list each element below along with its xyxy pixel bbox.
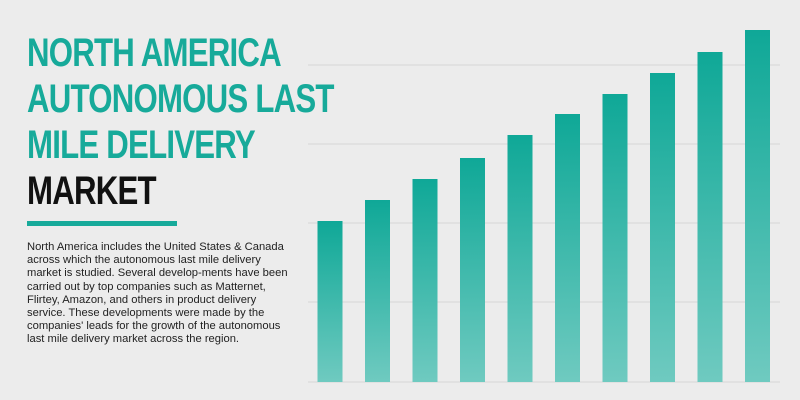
- title-line-2: AUTONOMOUS LAST: [27, 77, 334, 121]
- title-line-3: MILE DELIVERY: [27, 123, 256, 167]
- bar-10: [745, 30, 770, 382]
- bar-4: [460, 158, 485, 382]
- title-line-market: MARKET: [27, 169, 157, 213]
- bar-2: [365, 200, 390, 382]
- title-line-1: NORTH AMERICA: [27, 31, 282, 75]
- bar-3: [412, 179, 438, 382]
- bar-1: [317, 221, 343, 382]
- bar-7: [602, 94, 628, 382]
- bar-5: [507, 135, 533, 382]
- bar-chart: [308, 30, 780, 383]
- title-underline: [27, 221, 177, 226]
- bar-6: [555, 114, 580, 382]
- bar-8: [650, 73, 675, 382]
- bars: [317, 30, 770, 382]
- bar-9: [697, 52, 723, 382]
- title-block: NORTH AMERICA AUTONOMOUS LAST MILE DELIV…: [27, 30, 420, 214]
- market-description: North America includes the United States…: [27, 241, 288, 346]
